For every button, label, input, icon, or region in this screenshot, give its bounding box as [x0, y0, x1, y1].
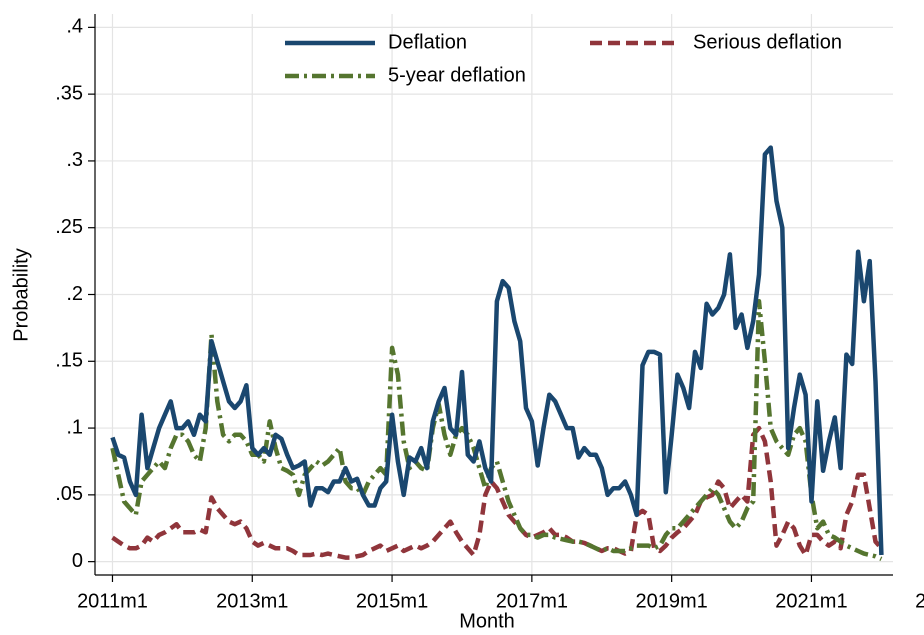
legend-label: Serious deflation [693, 31, 842, 53]
y-tick-label: .3 [66, 149, 83, 171]
y-tick-label: .2 [66, 283, 83, 305]
y-tick-label: .4 [66, 16, 83, 38]
y-axis-label: Probability [10, 248, 32, 341]
x-tick-label: 2019m1 [636, 590, 708, 612]
y-tick-label: .35 [55, 82, 83, 104]
y-tick-label: .1 [66, 416, 83, 438]
series-line [110, 145, 884, 556]
series-line [111, 425, 884, 560]
x-tick-label: 2021m1 [775, 590, 847, 612]
x-tick-label: 2017m1 [496, 590, 568, 612]
legend-label: Deflation [388, 31, 467, 53]
series-line [110, 298, 883, 562]
y-tick-label: .25 [55, 216, 83, 238]
legend-label: 5-year deflation [388, 64, 526, 86]
y-tick-label: .15 [55, 350, 83, 372]
y-tick-label: 0 [72, 550, 83, 572]
x-tick-label: 2015m1 [356, 590, 428, 612]
y-tick-label: .05 [55, 483, 83, 505]
x-tick-label: 2023m1 [915, 590, 924, 612]
x-tick-label: 2011m1 [77, 590, 148, 612]
x-axis-label: Month [459, 610, 515, 632]
x-tick-label: 2013m1 [216, 590, 288, 612]
